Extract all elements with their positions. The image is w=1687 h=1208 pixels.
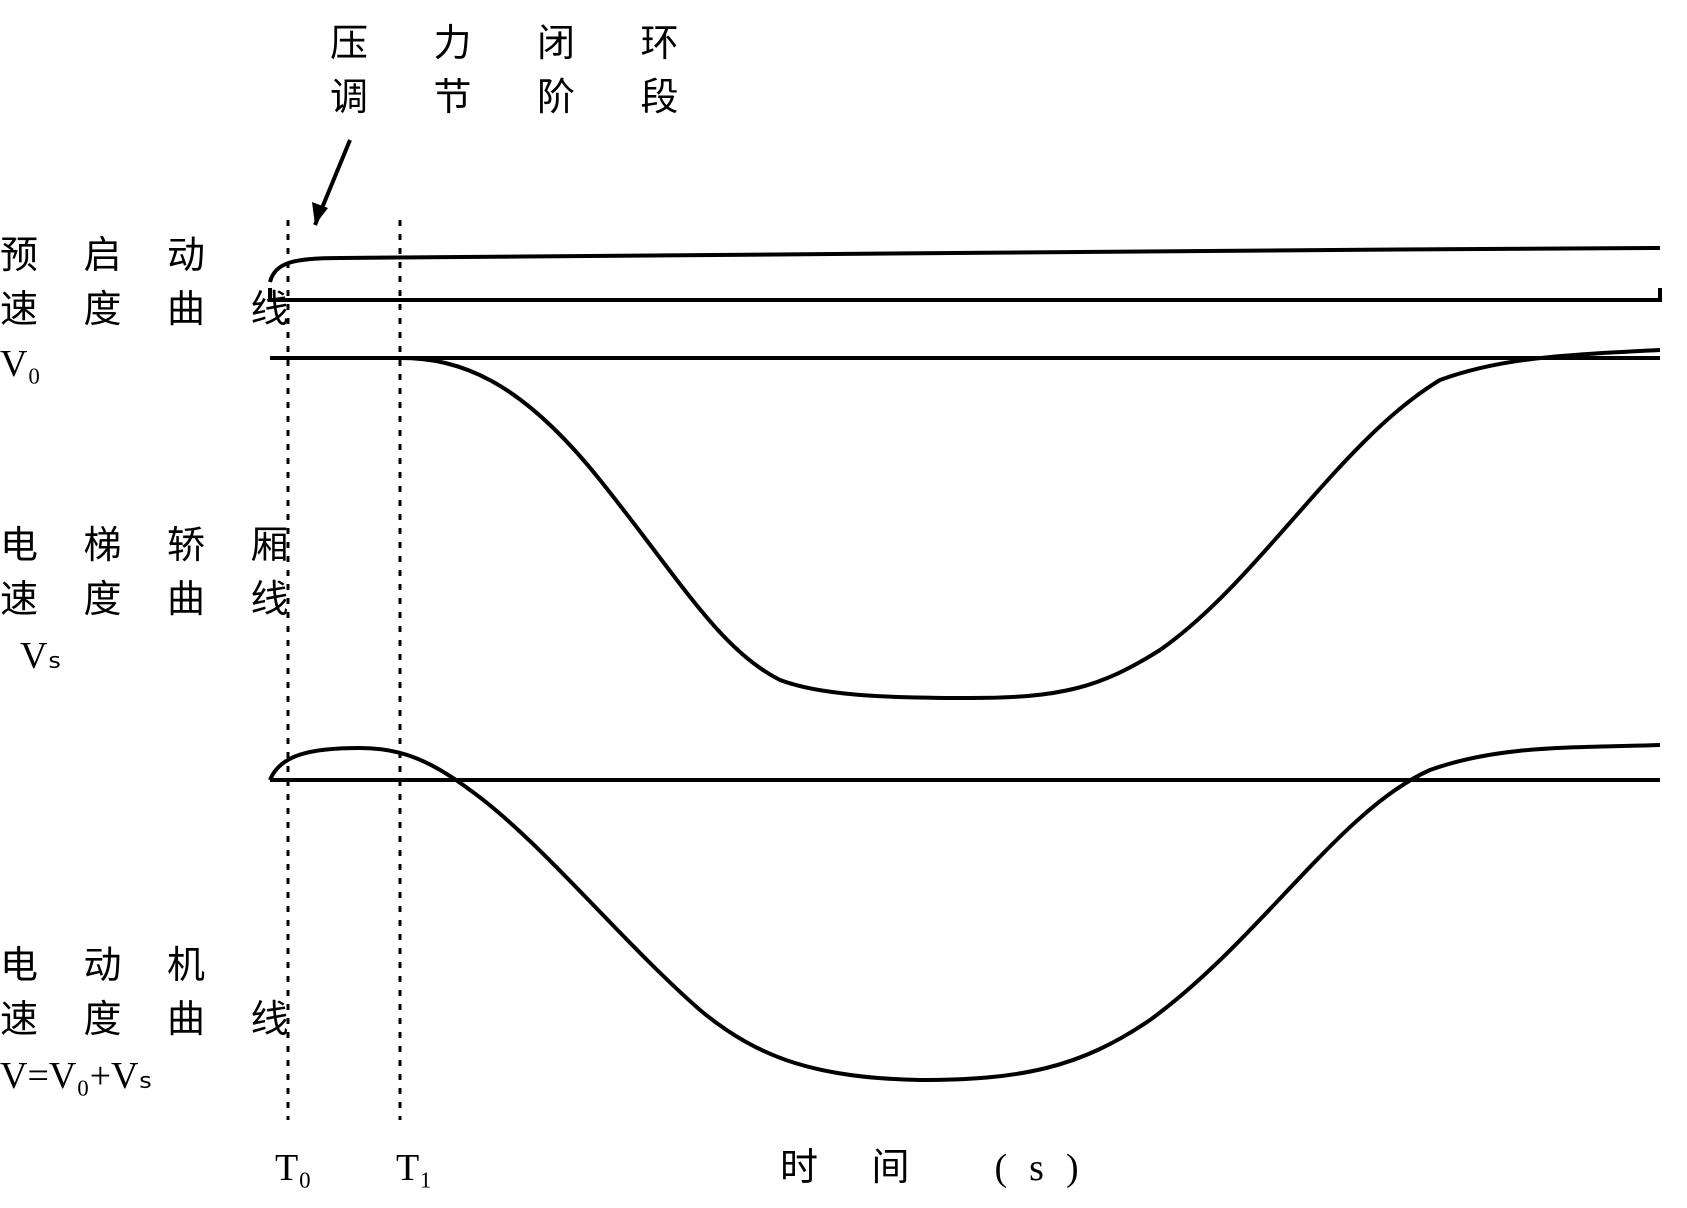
curve2-group [270,350,1660,698]
diagram-svg [0,0,1687,1208]
arrow-indicator [312,140,350,225]
diagram-container: 压 力 闭 环 调 节 阶 段 预 启 动 速 度 曲 线 V₀ 电 梯 轿 厢… [0,0,1687,1208]
curve1-group [270,248,1660,300]
curve3-group [270,745,1660,1080]
